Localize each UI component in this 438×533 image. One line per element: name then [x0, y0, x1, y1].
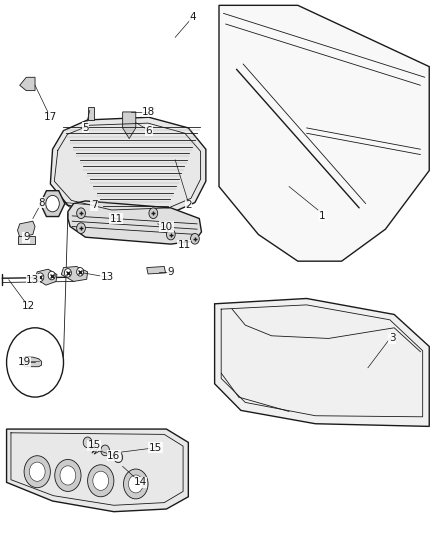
- Circle shape: [93, 471, 109, 490]
- Circle shape: [114, 452, 123, 463]
- Polygon shape: [61, 266, 88, 281]
- Text: 18: 18: [142, 107, 155, 117]
- Text: 2: 2: [185, 200, 192, 210]
- Circle shape: [83, 437, 92, 448]
- Circle shape: [88, 465, 114, 497]
- Circle shape: [29, 462, 45, 481]
- Polygon shape: [18, 236, 35, 244]
- Text: 8: 8: [38, 198, 45, 207]
- Circle shape: [55, 459, 81, 491]
- Polygon shape: [88, 107, 94, 120]
- Circle shape: [7, 328, 64, 397]
- Text: 11: 11: [110, 214, 123, 223]
- Circle shape: [149, 208, 158, 219]
- Text: 13: 13: [26, 275, 39, 285]
- Circle shape: [46, 196, 59, 212]
- Text: 15: 15: [149, 443, 162, 453]
- Polygon shape: [50, 117, 206, 216]
- Circle shape: [77, 223, 85, 233]
- Text: 17: 17: [44, 112, 57, 122]
- Text: 12: 12: [22, 302, 35, 311]
- Circle shape: [48, 271, 55, 280]
- Circle shape: [191, 233, 199, 244]
- Circle shape: [77, 208, 85, 219]
- Text: 4: 4: [189, 12, 196, 22]
- Circle shape: [24, 456, 50, 488]
- Circle shape: [60, 466, 76, 485]
- Polygon shape: [20, 77, 35, 91]
- Text: 16: 16: [107, 451, 120, 461]
- Circle shape: [128, 475, 143, 493]
- Polygon shape: [215, 298, 429, 426]
- Text: 11: 11: [177, 240, 191, 250]
- Polygon shape: [219, 5, 429, 261]
- Polygon shape: [147, 266, 166, 274]
- Circle shape: [166, 229, 175, 240]
- Text: 7: 7: [91, 200, 98, 210]
- Circle shape: [124, 469, 148, 499]
- Circle shape: [77, 268, 84, 276]
- Polygon shape: [21, 357, 42, 367]
- Text: 19: 19: [18, 358, 31, 367]
- Text: 13: 13: [101, 272, 114, 282]
- Circle shape: [64, 269, 71, 277]
- Text: 5: 5: [82, 123, 89, 133]
- Polygon shape: [18, 221, 35, 237]
- Polygon shape: [123, 112, 136, 139]
- Text: 6: 6: [145, 126, 152, 135]
- Polygon shape: [35, 269, 57, 285]
- Text: 3: 3: [389, 334, 396, 343]
- Text: 10: 10: [160, 222, 173, 231]
- Text: 1: 1: [318, 211, 325, 221]
- Circle shape: [101, 445, 110, 456]
- Text: 14: 14: [134, 478, 147, 487]
- Circle shape: [37, 273, 44, 281]
- Polygon shape: [68, 201, 201, 244]
- Text: 9: 9: [167, 267, 174, 277]
- Text: 9: 9: [23, 232, 30, 242]
- Polygon shape: [7, 429, 188, 512]
- Polygon shape: [40, 191, 65, 216]
- Text: 15: 15: [88, 440, 101, 450]
